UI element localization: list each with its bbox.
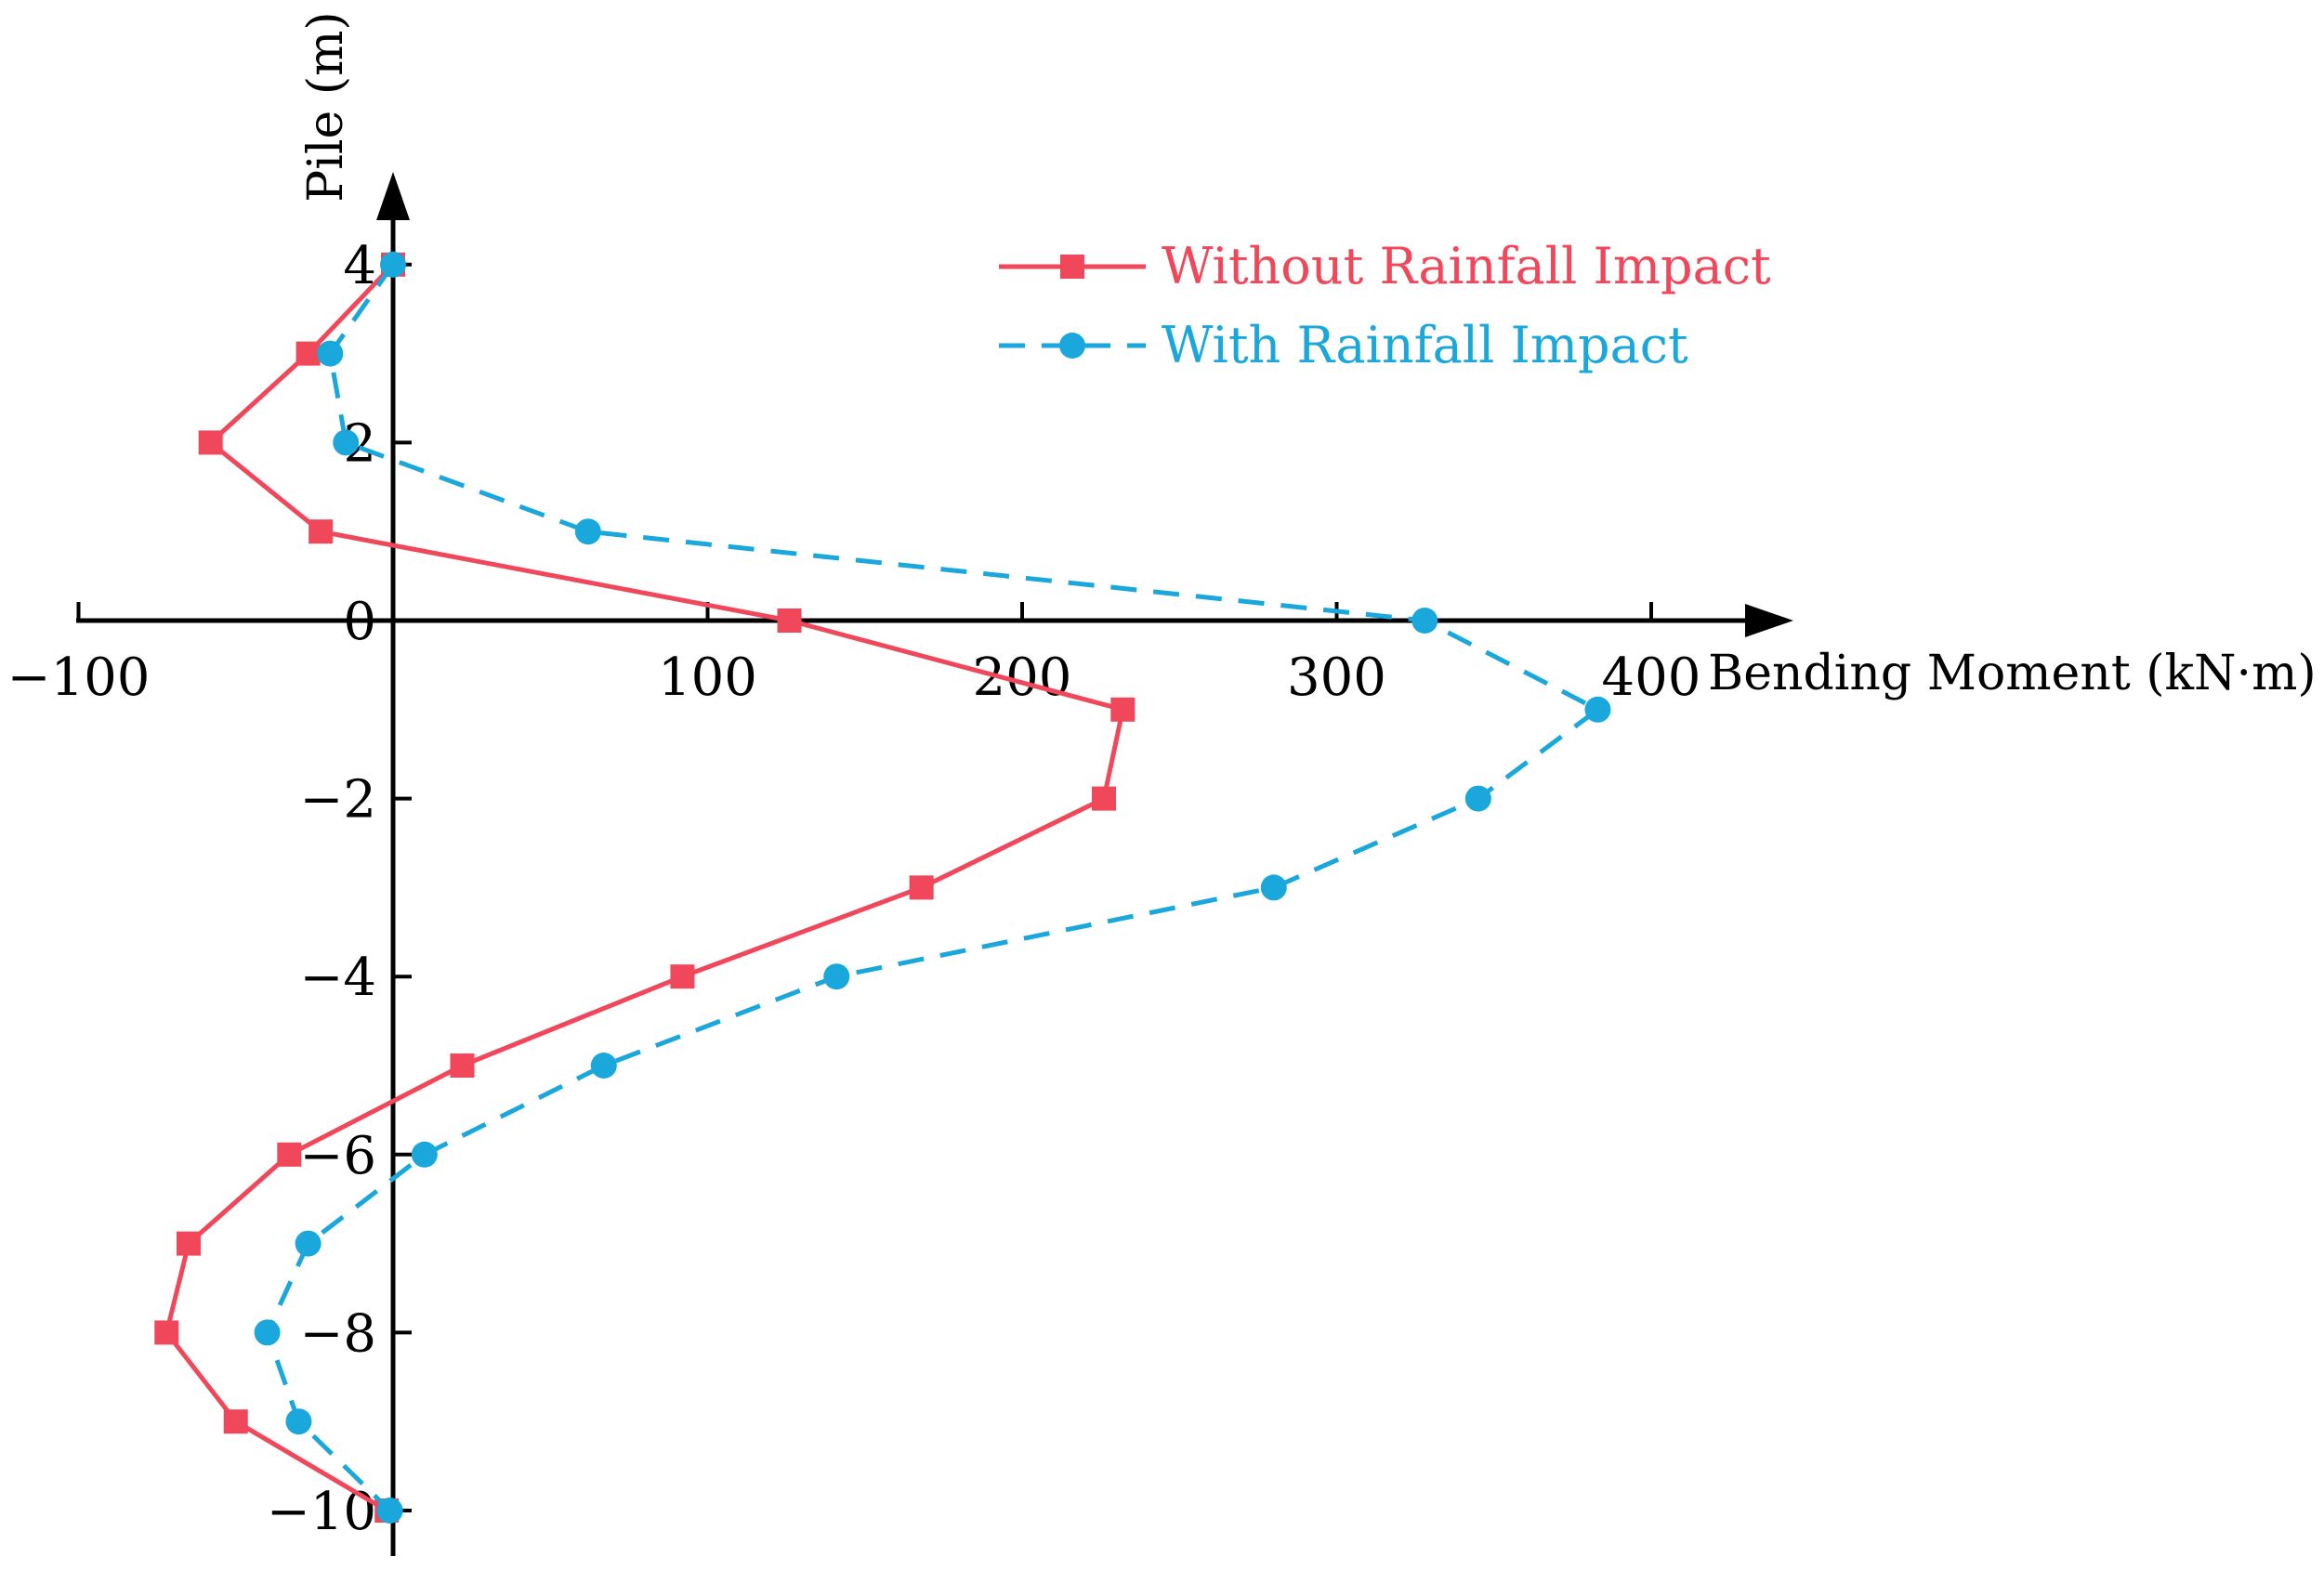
x-tick-label: 100: [658, 648, 757, 708]
data-point-square: [295, 341, 321, 366]
data-point-circle: [333, 429, 360, 456]
data-point-circle: [1464, 785, 1491, 812]
data-point-square: [1092, 786, 1117, 811]
data-point-circle: [590, 1053, 617, 1079]
data-point-circle: [254, 1319, 281, 1346]
legend-item-without-rainfall: Without Rainfall Impact: [999, 237, 1771, 295]
data-point-circle: [411, 1141, 438, 1168]
series-layer: [154, 251, 1611, 1524]
y-tick-label: −2: [299, 770, 376, 831]
y-tick-label: −10: [267, 1482, 376, 1542]
data-point-square: [198, 430, 223, 455]
data-point-circle: [376, 1498, 403, 1524]
legend-item-with-rainfall: With Rainfall Impact: [999, 316, 1688, 374]
data-point-square: [670, 964, 695, 989]
y-axis-title: Pile (m): [298, 11, 354, 202]
x-tick-label: 200: [973, 648, 1072, 708]
legend-swatch-circle-marker: [1059, 333, 1085, 359]
data-point-square: [223, 1409, 248, 1434]
y-axis-arrowhead: [376, 172, 410, 220]
data-point-square: [309, 519, 334, 544]
data-point-square: [154, 1320, 179, 1345]
x-tick-label: 300: [1287, 648, 1386, 708]
data-point-square: [176, 1231, 201, 1256]
y-tick-label: −8: [299, 1303, 376, 1364]
data-point-circle: [1260, 874, 1287, 901]
x-axis-arrowhead: [1745, 604, 1793, 637]
data-point-circle: [380, 251, 406, 278]
x-ticks: −100 100 200 300 400: [7, 602, 1701, 708]
series-line-1: [265, 263, 1600, 1512]
data-point-circle: [1411, 608, 1438, 634]
data-point-square: [909, 875, 934, 900]
data-point-square: [1110, 697, 1136, 722]
data-point-circle: [285, 1408, 312, 1435]
x-tick-label: 400: [1602, 648, 1701, 708]
y-tick-label: −4: [299, 948, 376, 1008]
data-point-square: [777, 608, 802, 633]
data-point-square: [450, 1053, 475, 1078]
legend: Without Rainfall Impact With Rainfall Im…: [999, 237, 1771, 374]
data-point-circle: [317, 340, 344, 367]
data-point-square: [277, 1142, 302, 1167]
data-point-circle: [574, 518, 601, 545]
y-tick-label: 0: [343, 592, 376, 652]
y-tick-label: −6: [299, 1126, 376, 1186]
x-axis-title: Bending Moment (kN·m): [1708, 646, 2317, 701]
legend-label: Without Rainfall Impact: [1162, 237, 1771, 295]
data-point-circle: [1584, 696, 1611, 723]
data-point-circle: [823, 963, 850, 990]
legend-label: With Rainfall Impact: [1162, 316, 1688, 374]
x-tick-label: −100: [7, 648, 151, 708]
legend-swatch-square-marker: [1060, 255, 1084, 279]
data-point-circle: [295, 1230, 322, 1257]
